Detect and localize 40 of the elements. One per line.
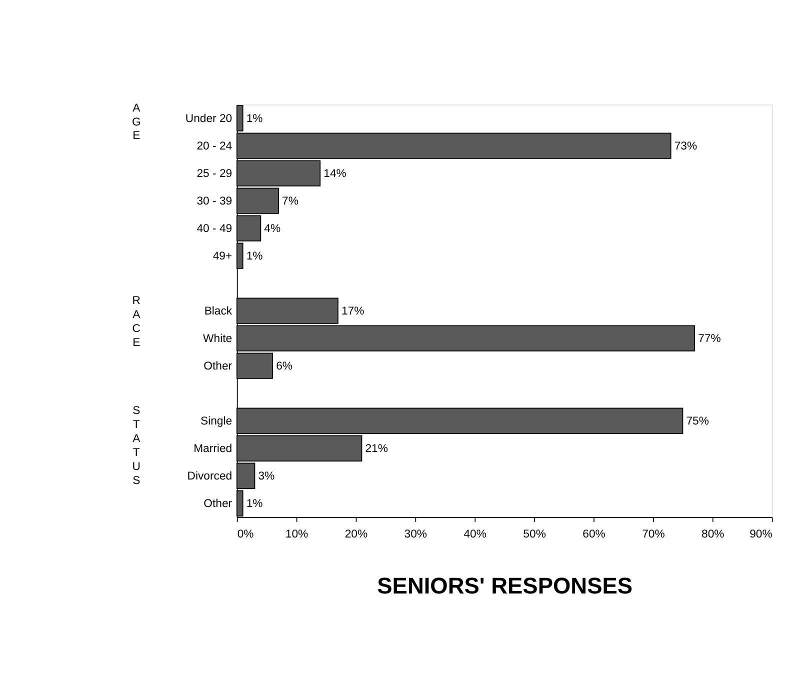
data-label: 75% bbox=[686, 415, 709, 428]
data-label: 77% bbox=[698, 332, 721, 345]
y-tick-label: Under 20 bbox=[185, 112, 232, 125]
x-tick-label: 20% bbox=[344, 528, 368, 541]
x-tick-label: 50% bbox=[523, 528, 546, 541]
x-tick-label: 0% bbox=[237, 528, 254, 541]
data-label: 4% bbox=[264, 222, 281, 235]
x-tick-label: 80% bbox=[702, 528, 724, 541]
y-tick-label: 49+ bbox=[212, 250, 232, 262]
y-tick-label: Other bbox=[204, 498, 232, 510]
y-tick-label: 40 - 49 bbox=[196, 222, 232, 235]
x-tick-label: 60% bbox=[582, 528, 606, 541]
data-label: 17% bbox=[341, 305, 364, 318]
y-tick-label: 25 - 29 bbox=[196, 168, 232, 180]
text: STATUS bbox=[132, 404, 141, 487]
data-label: 7% bbox=[282, 195, 298, 208]
data-label: 1% bbox=[246, 112, 263, 125]
y-tick-label: 30 - 39 bbox=[196, 195, 232, 208]
x-axis-title: SENIORS' RESPONSES bbox=[377, 572, 633, 599]
text: RACE bbox=[132, 294, 141, 349]
x-tick-label: 10% bbox=[285, 528, 308, 541]
y-tick-label: Single bbox=[200, 415, 232, 428]
y-tick-label: Divorced bbox=[187, 470, 232, 482]
y-tick-label: Other bbox=[204, 360, 232, 372]
y-tick-label: 20 - 24 bbox=[196, 140, 232, 152]
data-label: 73% bbox=[674, 140, 698, 152]
x-tick-label: 70% bbox=[642, 528, 665, 541]
y-tick-label: Married bbox=[194, 442, 232, 455]
x-tick-label: 90% bbox=[750, 528, 772, 541]
data-label: 3% bbox=[258, 470, 275, 482]
text: AGE bbox=[132, 102, 141, 142]
y-tick-label: White bbox=[203, 332, 232, 345]
data-label: 21% bbox=[365, 442, 388, 455]
x-tick-label: 40% bbox=[464, 528, 486, 541]
data-label: 1% bbox=[246, 498, 263, 510]
x-tick-label: 30% bbox=[404, 528, 428, 541]
data-label: 1% bbox=[246, 250, 263, 262]
y-tick-label: Black bbox=[204, 305, 232, 318]
data-label: 6% bbox=[276, 360, 292, 372]
data-label: 14% bbox=[324, 168, 346, 180]
